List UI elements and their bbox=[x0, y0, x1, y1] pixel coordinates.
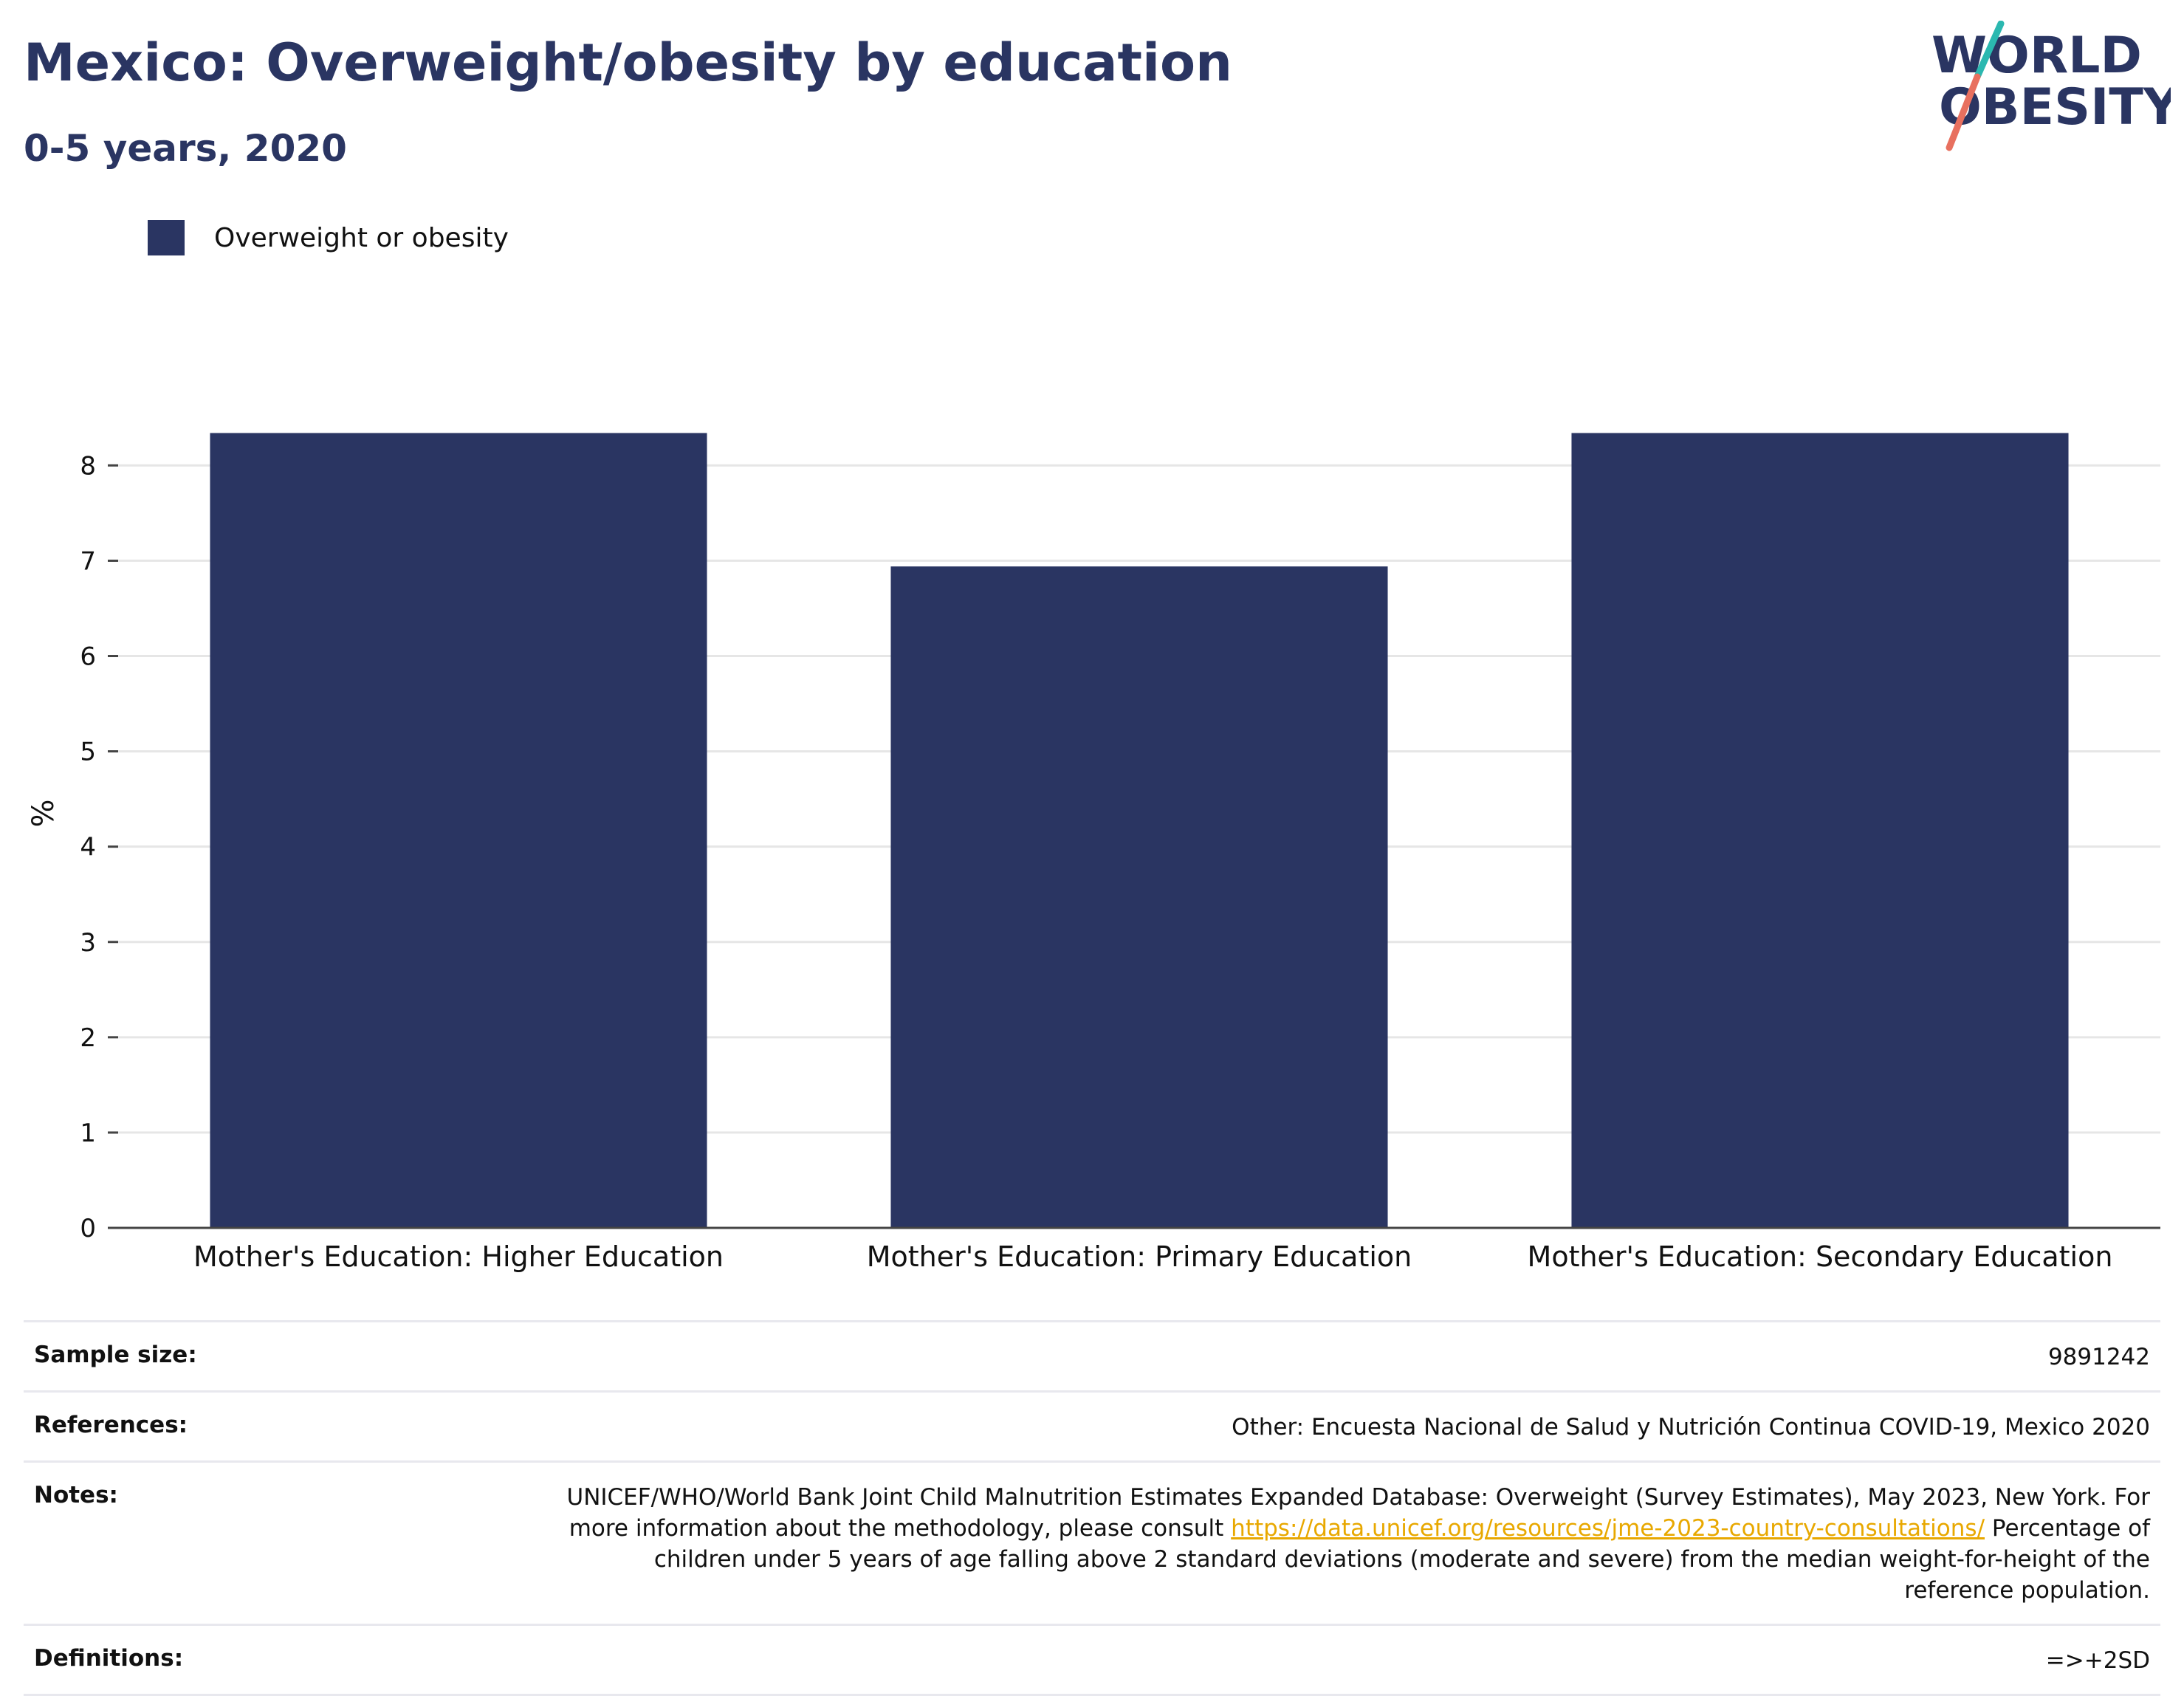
info-table: Sample size: 9891242 References: Other: … bbox=[24, 1320, 2160, 1696]
notes-value: UNICEF/WHO/World Bank Joint Child Malnut… bbox=[563, 1482, 2151, 1606]
y-axis-label: % bbox=[27, 799, 61, 827]
notes-link[interactable]: https://data.unicef.org/resources/jme-20… bbox=[1231, 1515, 1985, 1542]
logo-text-obesity: OBESITY bbox=[1939, 78, 2171, 137]
y-tick-label: 6 bbox=[80, 642, 96, 672]
y-tick-label: 2 bbox=[80, 1023, 96, 1053]
sample-size-label: Sample size: bbox=[34, 1342, 197, 1368]
bar-chart: 0 1 2 3 4 5 6 7 8 Mother's Education: Higher Educ… bbox=[27, 433, 2160, 1273]
references-value: Other: Encuesta Nacional de Salud y Nutr… bbox=[1232, 1414, 2150, 1441]
y-tick-label: 0 bbox=[80, 1214, 96, 1243]
definitions-value: =>+2SD bbox=[2045, 1647, 2150, 1674]
logo-slash-bottom bbox=[1946, 73, 1981, 151]
y-tick-label: 8 bbox=[80, 451, 96, 481]
bar bbox=[1571, 433, 2069, 1228]
x-tick-label: Mother's Education: Primary Education bbox=[867, 1240, 1412, 1273]
chart-subtitle: 0-5 years, 2020 bbox=[24, 127, 347, 170]
notes-label: Notes: bbox=[34, 1482, 118, 1508]
notes-row: Notes: UNICEF/WHO/World Bank Joint Child… bbox=[24, 1460, 2160, 1624]
legend: Overweight or obesity bbox=[148, 220, 509, 255]
definitions-label: Definitions: bbox=[34, 1645, 184, 1672]
notes-text-1: UNICEF/WHO/World Bank Joint Child Malnut… bbox=[566, 1484, 2151, 1542]
x-tick-label: Mother's Education: Higher Education bbox=[193, 1240, 724, 1273]
logo-slash-top bbox=[1974, 21, 2005, 80]
references-row: References: Other: Encuesta Nacional de … bbox=[24, 1390, 2160, 1460]
definitions-row: Definitions: =>+2SD bbox=[24, 1624, 2160, 1696]
y-tick-label: 3 bbox=[80, 928, 96, 958]
references-label: References: bbox=[34, 1412, 188, 1438]
bar bbox=[210, 433, 707, 1228]
sample-size-row: Sample size: 9891242 bbox=[24, 1320, 2160, 1390]
y-tick-label: 5 bbox=[80, 738, 96, 767]
world-obesity-logo: WORLD OBESITY bbox=[1931, 21, 2171, 151]
x-tick-label: Mother's Education: Secondary Education bbox=[1528, 1240, 2113, 1273]
bar bbox=[890, 566, 1388, 1228]
chart-title: Mexico: Overweight/obesity by education bbox=[24, 32, 1232, 93]
notes-text-2: Percentage of children under 5 years of … bbox=[653, 1515, 2150, 1604]
logo-text-world: WORLD bbox=[1931, 27, 2142, 85]
legend-swatch bbox=[148, 220, 185, 255]
y-tick-label: 7 bbox=[80, 546, 96, 576]
sample-size-value: 9891242 bbox=[2047, 1344, 2150, 1370]
y-tick-label: 4 bbox=[80, 833, 96, 862]
legend-label: Overweight or obesity bbox=[214, 222, 509, 253]
y-tick-label: 1 bbox=[80, 1119, 96, 1148]
